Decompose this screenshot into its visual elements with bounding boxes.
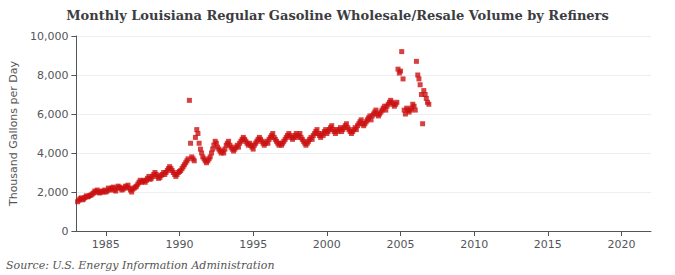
svg-text:6,000: 6,000	[37, 108, 69, 121]
svg-text:4,000: 4,000	[37, 147, 69, 160]
svg-text:0: 0	[61, 225, 68, 238]
svg-text:2000: 2000	[313, 238, 341, 251]
svg-text:2005: 2005	[387, 238, 415, 251]
svg-text:Thousand Gallons per Day: Thousand Gallons per Day	[7, 60, 20, 207]
svg-text:8,000: 8,000	[37, 69, 69, 82]
svg-text:1990: 1990	[166, 238, 194, 251]
svg-text:10,000: 10,000	[30, 30, 69, 43]
svg-text:Source: U.S. Energy Informatio: Source: U.S. Energy Information Administ…	[6, 259, 274, 272]
svg-text:2015: 2015	[534, 238, 562, 251]
svg-text:2020: 2020	[608, 238, 636, 251]
svg-text:2010: 2010	[460, 238, 488, 251]
svg-text:2,000: 2,000	[37, 186, 69, 199]
svg-text:Monthly Louisiana Regular Gaso: Monthly Louisiana Regular Gasoline Whole…	[66, 8, 609, 23]
svg-text:1985: 1985	[92, 238, 120, 251]
svg-text:1995: 1995	[239, 238, 267, 251]
